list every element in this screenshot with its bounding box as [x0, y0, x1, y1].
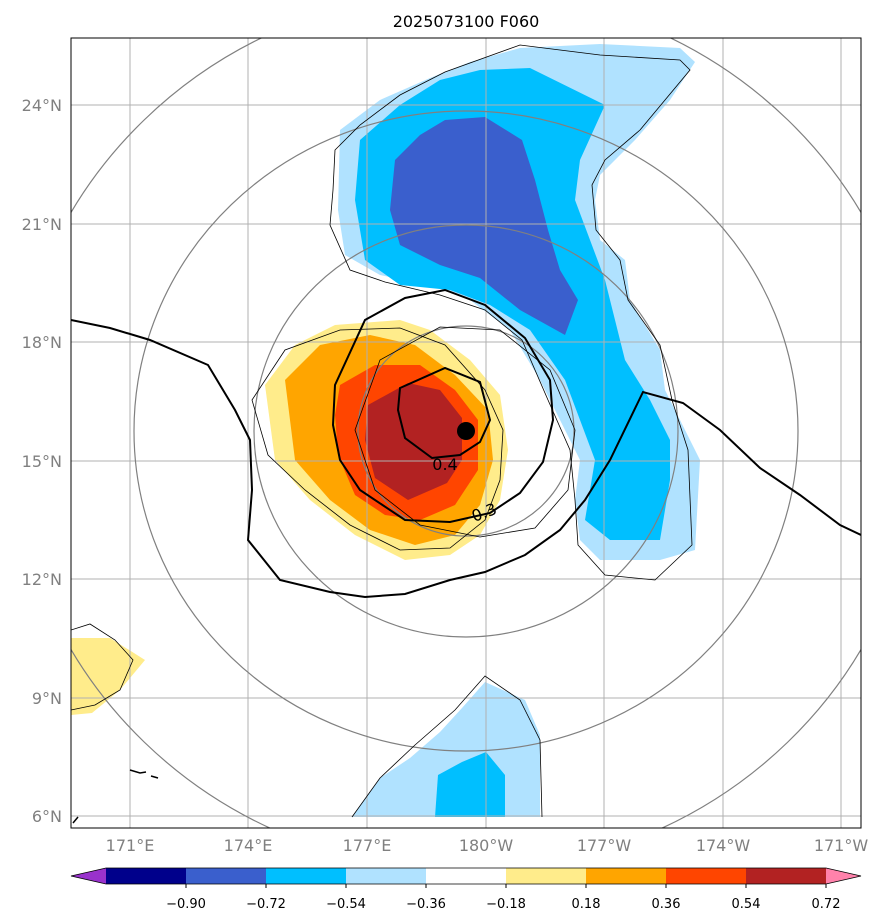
- map-frame: [70, 37, 862, 829]
- island-3: [72, 816, 79, 824]
- colorbar-tick-label: 0.72: [812, 897, 841, 912]
- colorbar-segment: [426, 868, 507, 884]
- colorbar-tick-label: 0.36: [652, 897, 681, 912]
- thin-contour-north: [329, 44, 693, 581]
- lat-label-21n: 21°N: [22, 215, 62, 234]
- lon-label-177e: 177°E: [343, 836, 392, 855]
- fill-firebrick-center: [365, 383, 462, 500]
- colorbar-outline: [70, 867, 862, 885]
- longitude-labels: 171°E 174°E 177°E 180°W 177°W 174°W 171°…: [106, 836, 869, 855]
- range-ring-3: [133, 110, 799, 752]
- colorbar: −0.90 −0.72 −0.54 −0.36 −0.18 0.18 0.36 0.54 0.7…: [70, 867, 862, 912]
- colorbar-segment: [586, 868, 667, 884]
- colorbar-tick-label: −0.72: [246, 897, 286, 912]
- colorbar-tick-label: −0.90: [166, 897, 206, 912]
- fill-yellow-west: [71, 638, 145, 715]
- map-plot-area: 0.4 0.3: [71, 38, 861, 828]
- colorbar-tick-label: 0.18: [572, 897, 601, 912]
- thin-contour-west: [71, 623, 134, 711]
- lon-label-180w: 180°W: [459, 836, 514, 855]
- colorbar-extend-low: [71, 868, 106, 884]
- island-1: [129, 769, 147, 774]
- islands: [72, 769, 159, 824]
- lat-label-18n: 18°N: [22, 333, 62, 352]
- lon-label-174w: 174°W: [696, 836, 751, 855]
- colorbar-segment: [666, 868, 747, 884]
- thin-contour-south: [351, 675, 543, 818]
- range-rings: [71, 38, 861, 828]
- latitude-labels: 24°N 21°N 18°N 15°N 12°N 9°N 6°N: [22, 96, 62, 826]
- colorbar-segment: [346, 868, 427, 884]
- lon-label-177w: 177°W: [577, 836, 632, 855]
- lon-label-171e: 171°E: [106, 836, 155, 855]
- island-2: [150, 775, 159, 779]
- colorbar-tick-label: −0.18: [486, 897, 526, 912]
- colorbar-segment: [106, 868, 187, 884]
- lat-label-24n: 24°N: [22, 96, 62, 115]
- colorbar-tick-label: 0.54: [732, 897, 761, 912]
- colorbar-segments: [70, 867, 862, 885]
- storm-center-marker: [457, 422, 475, 440]
- range-ring-2: [253, 224, 679, 638]
- map-title: 2025073100 F060: [393, 12, 540, 31]
- thick-contour-outer: [71, 319, 861, 599]
- fill-blue-south: [435, 752, 505, 817]
- colorbar-labels: −0.90 −0.72 −0.54 −0.36 −0.18 0.18 0.36 0.54 0.7…: [166, 884, 841, 912]
- thick-contour-0-3: [331, 288, 555, 524]
- thin-contour-inner: [354, 326, 576, 538]
- colorbar-extend-high: [826, 868, 861, 884]
- lon-label-174e: 174°E: [224, 836, 273, 855]
- colorbar-segment: [746, 868, 827, 884]
- colorbar-segment: [266, 868, 347, 884]
- colorbar-segment: [186, 868, 267, 884]
- colorbar-tick-label: −0.54: [326, 897, 366, 912]
- lat-label-6n: 6°N: [32, 807, 62, 826]
- colorbar-segment: [506, 868, 587, 884]
- colorbar-tick-label: −0.36: [406, 897, 446, 912]
- lat-label-12n: 12°N: [22, 570, 62, 589]
- contour-label-0-4: 0.4: [432, 455, 457, 474]
- thick-contours: [71, 288, 861, 599]
- lon-label-171w: 171°W: [814, 836, 869, 855]
- lat-label-9n: 9°N: [32, 689, 62, 708]
- lat-label-15n: 15°N: [22, 452, 62, 471]
- thick-contour-0-4: [396, 366, 492, 460]
- range-ring-1: [357, 325, 575, 537]
